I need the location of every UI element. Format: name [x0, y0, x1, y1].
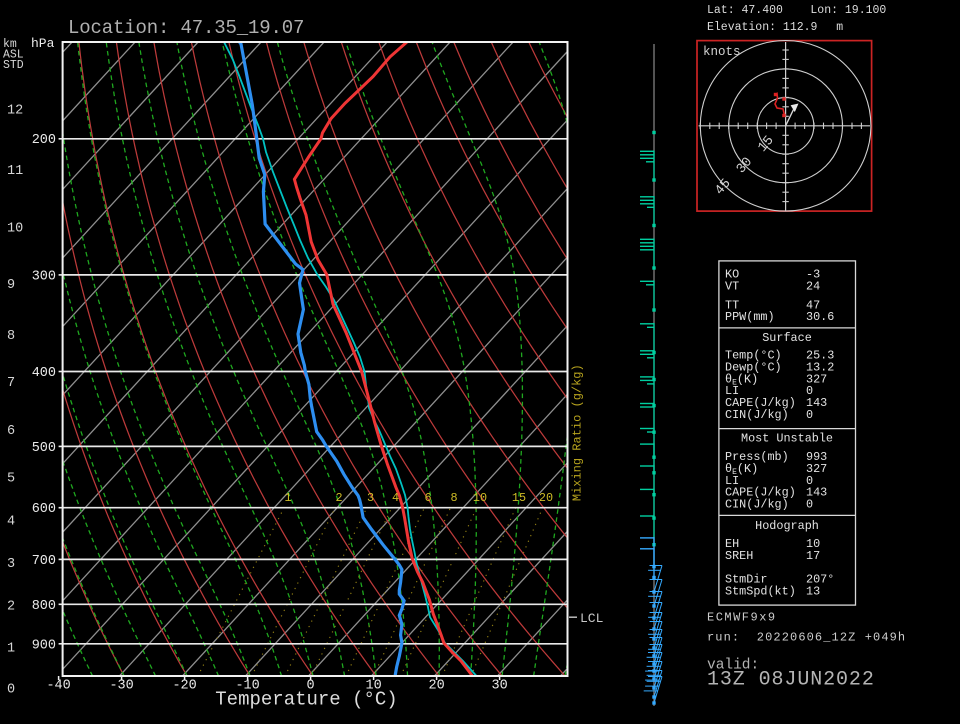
- svg-text:400: 400: [32, 366, 56, 381]
- svg-text:327: 327: [806, 462, 827, 476]
- svg-text:Hodograph: Hodograph: [755, 519, 819, 533]
- svg-text:17: 17: [806, 549, 820, 563]
- svg-text:143: 143: [806, 486, 827, 500]
- svg-text:10: 10: [806, 537, 820, 551]
- svg-text:EH: EH: [725, 537, 739, 551]
- svg-text:-40: -40: [46, 679, 70, 694]
- svg-text:ASL: ASL: [3, 49, 24, 62]
- svg-text:4: 4: [392, 491, 399, 505]
- svg-text:TT: TT: [725, 298, 739, 312]
- svg-text:4: 4: [7, 515, 15, 530]
- svg-text:-20: -20: [172, 679, 196, 694]
- svg-text:StmSpd(kt): StmSpd(kt): [725, 584, 796, 598]
- svg-text:3: 3: [367, 491, 374, 505]
- svg-text:30.6: 30.6: [806, 310, 834, 324]
- svg-text:200: 200: [32, 133, 56, 148]
- svg-text:20: 20: [428, 679, 444, 694]
- svg-text:2: 2: [7, 600, 15, 615]
- svg-text:6: 6: [7, 424, 15, 439]
- svg-text:CIN(J/kg): CIN(J/kg): [725, 498, 789, 512]
- svg-text:25.3: 25.3: [806, 349, 834, 363]
- svg-text:0: 0: [806, 498, 813, 512]
- svg-text:20: 20: [539, 491, 553, 505]
- svg-text:knots: knots: [703, 45, 741, 59]
- svg-text:13Z 08JUN2022: 13Z 08JUN2022: [707, 669, 875, 692]
- svg-text:KO: KO: [725, 268, 739, 282]
- svg-text:327: 327: [806, 372, 827, 386]
- svg-text:143: 143: [806, 396, 827, 410]
- svg-text:6: 6: [424, 491, 431, 505]
- svg-text:LI: LI: [725, 474, 739, 488]
- svg-text:7: 7: [7, 376, 15, 391]
- svg-text:10: 10: [7, 221, 23, 236]
- svg-text:10: 10: [473, 491, 487, 505]
- svg-text:993: 993: [806, 450, 827, 464]
- svg-text:30: 30: [491, 679, 507, 694]
- svg-text:Temp(°C): Temp(°C): [725, 349, 782, 363]
- svg-text:CIN(J/kg): CIN(J/kg): [725, 408, 789, 422]
- svg-text:Mixing Ratio (g/kg): Mixing Ratio (g/kg): [571, 364, 585, 501]
- svg-text:LCL: LCL: [580, 611, 603, 626]
- svg-text:207°: 207°: [806, 572, 834, 586]
- svg-text:47: 47: [806, 298, 820, 312]
- svg-text:-10: -10: [235, 679, 259, 694]
- svg-text:5: 5: [7, 472, 15, 487]
- svg-text:Surface: Surface: [762, 331, 812, 345]
- svg-text:2: 2: [335, 491, 342, 505]
- svg-text:500: 500: [32, 441, 56, 456]
- svg-text:-3: -3: [806, 268, 820, 282]
- svg-text:9: 9: [7, 278, 15, 293]
- svg-text:m: m: [836, 21, 843, 34]
- svg-text:StmDir: StmDir: [725, 572, 767, 586]
- svg-text:PPW(mm): PPW(mm): [725, 310, 775, 324]
- svg-text:8: 8: [450, 491, 457, 505]
- svg-text:1: 1: [7, 642, 15, 657]
- svg-text:STD: STD: [3, 59, 24, 72]
- svg-text:800: 800: [32, 599, 56, 614]
- svg-text:Dewp(°C): Dewp(°C): [725, 360, 782, 374]
- svg-text:Location: 47.35_19.07: Location: 47.35_19.07: [68, 17, 304, 39]
- svg-text:24: 24: [806, 280, 820, 294]
- svg-text:3: 3: [7, 557, 15, 572]
- svg-text:Press(mb): Press(mb): [725, 450, 789, 464]
- svg-text:8: 8: [7, 329, 15, 344]
- svg-text:CAPE(J/kg): CAPE(J/kg): [725, 396, 796, 410]
- svg-text:SREH: SREH: [725, 549, 753, 563]
- svg-text:0: 0: [806, 408, 813, 422]
- svg-text:0: 0: [7, 683, 15, 698]
- svg-text:13: 13: [806, 584, 820, 598]
- svg-text:12: 12: [7, 104, 23, 119]
- svg-text:-30: -30: [109, 679, 133, 694]
- svg-text:11: 11: [7, 164, 23, 179]
- svg-text:0: 0: [806, 384, 813, 398]
- svg-text:VT: VT: [725, 280, 739, 294]
- svg-text:hPa: hPa: [31, 36, 55, 51]
- svg-text:1: 1: [284, 491, 291, 505]
- svg-text:300: 300: [32, 269, 56, 284]
- svg-text:13.2: 13.2: [806, 360, 834, 374]
- svg-text:Lat: 47.400: Lat: 47.400: [707, 4, 783, 17]
- svg-text:15: 15: [512, 491, 526, 505]
- svg-text:Elevation: 112.9: Elevation: 112.9: [707, 21, 818, 34]
- svg-text:10: 10: [365, 679, 381, 694]
- svg-text:900: 900: [32, 638, 56, 653]
- svg-text:Temperature (°C): Temperature (°C): [215, 689, 397, 711]
- svg-text:Most Unstable: Most Unstable: [741, 432, 833, 446]
- svg-text:600: 600: [32, 502, 56, 517]
- svg-text:CAPE(J/kg): CAPE(J/kg): [725, 486, 796, 500]
- svg-text:LI: LI: [725, 384, 739, 398]
- svg-text:0: 0: [806, 474, 813, 488]
- svg-text:0: 0: [307, 679, 315, 694]
- svg-text:run: 20220606_12Z +049h: run: 20220606_12Z +049h: [707, 631, 906, 645]
- svg-text:Lon: 19.100: Lon: 19.100: [810, 4, 886, 17]
- svg-text:km: km: [3, 38, 17, 51]
- svg-text:valid:: valid:: [707, 658, 759, 674]
- svg-text:ECMWF9x9: ECMWF9x9: [707, 611, 777, 625]
- svg-text:700: 700: [32, 554, 56, 569]
